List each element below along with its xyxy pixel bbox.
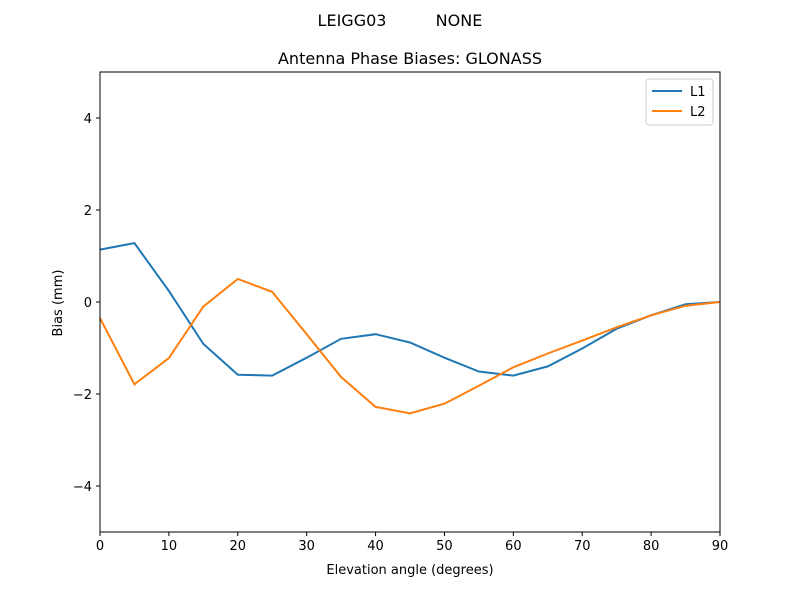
suptitle-left: LEIGG03 <box>318 11 387 30</box>
y-tick-label: 0 <box>84 296 92 311</box>
x-tick-label: 10 <box>161 539 178 554</box>
series-line-l2 <box>99 277 721 415</box>
y-tick-label: 2 <box>84 204 92 219</box>
legend-label-l1: L1 <box>690 85 706 100</box>
legend-label-l2: L2 <box>690 105 706 120</box>
y-axis-label: Bias (mm) <box>51 270 66 337</box>
suptitle-right: NONE <box>436 11 483 30</box>
chart-title: Antenna Phase Biases: GLONASS <box>278 49 542 68</box>
x-axis-label: Elevation angle (degrees) <box>326 563 493 578</box>
legend: L1 L2 <box>645 78 714 126</box>
y-tick-label: 4 <box>84 112 92 127</box>
x-tick-label: 30 <box>298 539 315 554</box>
x-tick-label: 90 <box>712 539 729 554</box>
plot-area-frame <box>99 71 721 533</box>
series-line-l1 <box>99 241 721 377</box>
x-tick-label: 80 <box>643 539 660 554</box>
x-tick-label: 60 <box>505 539 522 554</box>
x-tick-label: 0 <box>96 539 104 554</box>
x-tick-label: 70 <box>574 539 591 554</box>
x-tick-label: 50 <box>436 539 453 554</box>
x-tick-label: 20 <box>230 539 247 554</box>
y-tick-label: −2 <box>73 388 92 403</box>
y-tick-label: −4 <box>73 480 92 495</box>
x-tick-label: 40 <box>367 539 384 554</box>
